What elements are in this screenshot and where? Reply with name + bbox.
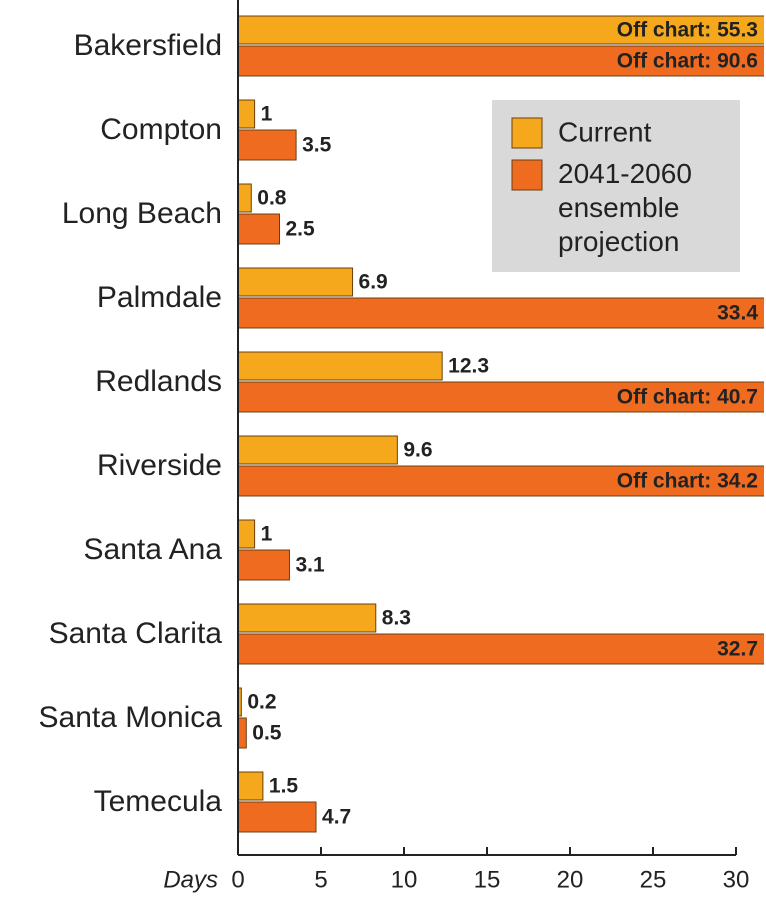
category-label: Bakersfield: [74, 29, 222, 62]
legend: Current 2041-2060 ensemble projection: [492, 100, 740, 272]
bar: [238, 465, 764, 497]
value-label: 12.3: [448, 355, 489, 378]
bar: [238, 99, 256, 129]
x-axis-label: Days: [163, 866, 218, 893]
x-tick-label: 5: [314, 866, 327, 893]
bar: [238, 603, 377, 633]
bar: [238, 351, 443, 381]
value-label: 1.5: [269, 775, 299, 798]
bar: [238, 687, 242, 717]
value-label: Off chart: 90.6: [617, 50, 758, 73]
category-label: Long Beach: [62, 197, 222, 230]
legend-label: Current: [558, 116, 652, 147]
value-label: 1: [261, 103, 273, 126]
value-label: Off chart: 34.2: [617, 470, 758, 493]
bar: [238, 633, 764, 665]
category-label: Santa Ana: [84, 533, 223, 566]
category-label: Redlands: [95, 365, 222, 398]
bar: [238, 297, 764, 329]
legend-swatch: [511, 159, 543, 191]
value-label: 3.5: [302, 134, 332, 157]
category-label: Temecula: [94, 785, 223, 818]
bar: [238, 45, 764, 77]
bar: [238, 717, 247, 749]
category-label: Riverside: [97, 449, 222, 482]
value-label: 2.5: [286, 218, 316, 241]
x-tick-label: 15: [474, 866, 501, 893]
bar: [238, 183, 252, 213]
value-label: 3.1: [295, 554, 325, 577]
x-tick-label: 20: [557, 866, 584, 893]
x-tick-label: 30: [723, 866, 750, 893]
legend-swatch: [511, 117, 543, 149]
value-label: 32.7: [717, 638, 758, 661]
legend-label: 2041-2060 ensemble projection: [558, 158, 692, 257]
bar: [238, 381, 764, 413]
value-label: 8.3: [382, 607, 411, 630]
category-label: Palmdale: [97, 281, 222, 314]
bars: [238, 15, 764, 833]
bar: [238, 129, 297, 161]
x-tick-label: 25: [640, 866, 667, 893]
value-label: 0.2: [247, 691, 276, 714]
value-label: Off chart: 40.7: [617, 386, 758, 409]
value-label: 4.7: [322, 806, 351, 829]
value-label: 6.9: [359, 271, 388, 294]
x-tick-label: 0: [231, 866, 244, 893]
bar: [238, 771, 264, 801]
value-label: 0.5: [252, 722, 282, 745]
value-label: 1: [261, 523, 273, 546]
category-label: Compton: [100, 113, 222, 146]
value-label: 9.6: [403, 439, 432, 462]
bar: [238, 435, 398, 465]
bar: [238, 213, 280, 245]
x-tick-label: 10: [391, 866, 418, 893]
category-label: Santa Clarita: [49, 617, 223, 650]
bar: [238, 801, 317, 833]
bar: [238, 15, 764, 45]
category-label: Santa Monica: [39, 701, 223, 734]
bar: [238, 549, 290, 581]
bar: [238, 267, 354, 297]
value-label: 33.4: [717, 302, 758, 325]
value-label: 0.8: [257, 187, 287, 210]
value-label: Off chart: 55.3: [617, 19, 758, 42]
bar: [238, 519, 256, 549]
